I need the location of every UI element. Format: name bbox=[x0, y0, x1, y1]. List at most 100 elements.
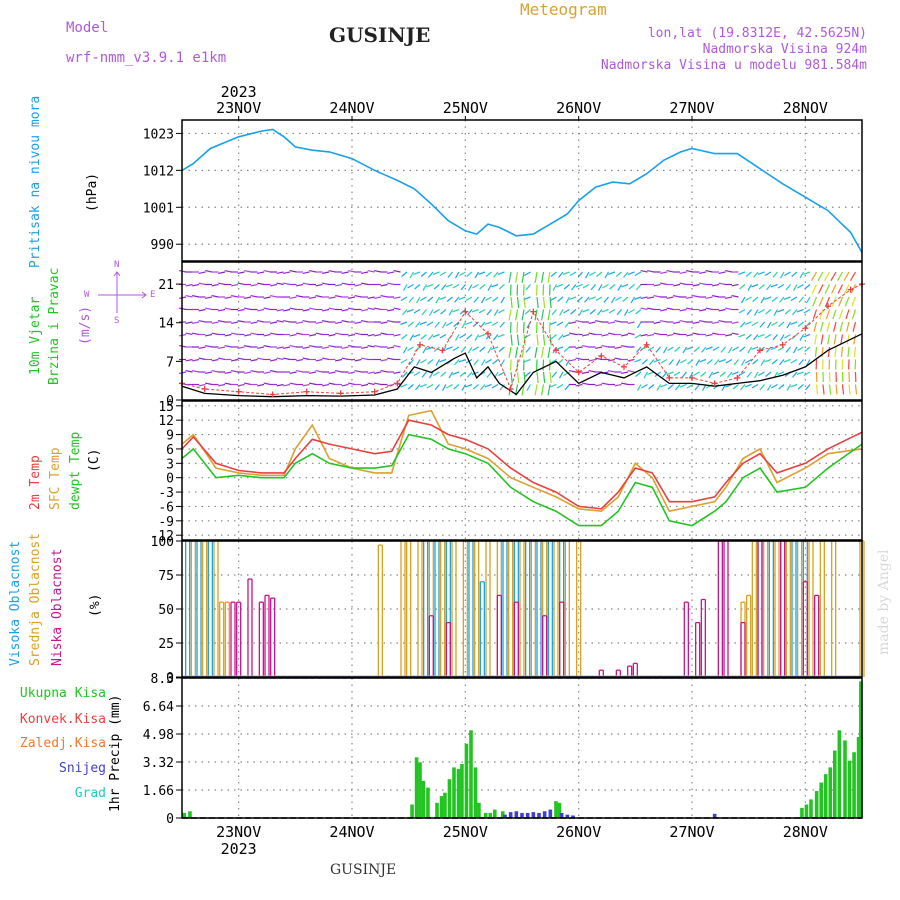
temperature-tick-label: 9 bbox=[166, 429, 174, 444]
legend-ukupna-kisa: Ukupna Kisa bbox=[19, 686, 106, 701]
total-rain-bar bbox=[421, 780, 426, 818]
model-altitude-line: Nadmorska Visina u modelu 981.584m bbox=[600, 58, 867, 73]
total-rain-bar bbox=[847, 760, 852, 818]
total-rain-bar bbox=[837, 730, 842, 818]
total-rain-bar bbox=[414, 757, 419, 818]
precip-tick-label: 8.3 bbox=[151, 672, 174, 687]
mid-cloud-bar bbox=[406, 540, 412, 677]
mid-cloud-bar bbox=[763, 540, 769, 677]
mid-cloud-bar bbox=[774, 540, 780, 677]
wind-gust-marker bbox=[711, 380, 718, 387]
low-cloud-bar bbox=[247, 578, 253, 677]
snow-bar bbox=[514, 811, 519, 818]
total-rain-bar bbox=[554, 801, 558, 818]
precip-tick-label: 4.98 bbox=[143, 728, 174, 743]
high-cloud-bar bbox=[768, 540, 774, 677]
total-rain-bar bbox=[852, 752, 856, 818]
low-cloud-bar bbox=[695, 621, 701, 677]
dewpt-line bbox=[181, 433, 863, 527]
wind-gust-marker bbox=[643, 341, 650, 348]
wind-tick-label: 7 bbox=[166, 355, 174, 370]
low-cloud-bar bbox=[740, 621, 746, 677]
snow-bar bbox=[542, 811, 547, 818]
year-label-top: 2023 bbox=[221, 83, 257, 101]
day-label-bottom: 26NOV bbox=[556, 823, 601, 841]
wind-tick-label: 14 bbox=[158, 317, 174, 332]
pressure-tick-label: 1023 bbox=[143, 127, 174, 142]
total-rain-bar bbox=[182, 812, 187, 818]
low-cloud-bar bbox=[542, 615, 548, 677]
day-label-bottom: 24NOV bbox=[329, 823, 374, 841]
wind-gust-marker bbox=[734, 374, 741, 381]
temperature-tick-label: 12 bbox=[158, 414, 174, 429]
cloud-tick-label: 75 bbox=[158, 569, 174, 584]
wind-gust-marker bbox=[779, 341, 786, 348]
high-cloud-bar bbox=[479, 581, 485, 677]
day-label-bottom: 23NOV bbox=[216, 823, 261, 841]
day-label-top: 28NOV bbox=[783, 99, 828, 117]
compass-s-label: S bbox=[114, 316, 120, 326]
low-cloud-bar bbox=[236, 601, 242, 677]
legend-konvek-kisa: Konvek.Kisa bbox=[19, 712, 106, 727]
wind-gust-marker bbox=[847, 286, 854, 293]
low-cloud-bar bbox=[428, 615, 434, 677]
pressure-tick-label: 1012 bbox=[143, 164, 174, 179]
mid-cloud-bar bbox=[224, 601, 230, 677]
pressure-tick-label: 990 bbox=[151, 238, 174, 253]
total-rain-bar bbox=[804, 804, 809, 818]
temperature-tick-label: 15 bbox=[158, 400, 174, 415]
model-name: wrf-nmm_v3.9.1 e1km bbox=[66, 50, 227, 66]
total-rain-bar bbox=[809, 799, 813, 818]
low-cloud-bar bbox=[258, 601, 264, 677]
wind-gust-marker bbox=[802, 325, 809, 332]
total-rain-bar bbox=[500, 811, 505, 818]
total-rain-bar bbox=[426, 787, 430, 818]
high-cloud-bar bbox=[468, 540, 474, 677]
wind-gust-marker bbox=[666, 374, 673, 381]
snow-bar bbox=[531, 812, 536, 818]
low-cloud-bar bbox=[559, 601, 565, 677]
total-rain-bar bbox=[488, 812, 493, 818]
total-rain-bar bbox=[477, 802, 481, 818]
wind-gust-marker bbox=[337, 390, 344, 397]
low-cloud-bar bbox=[270, 597, 276, 677]
snow-bar bbox=[520, 812, 524, 818]
total-rain-bar bbox=[447, 779, 452, 818]
compass-w-label: W bbox=[84, 290, 90, 300]
total-rain-bar bbox=[493, 809, 497, 818]
total-rain-bar bbox=[443, 792, 447, 818]
low-cloud-bar bbox=[814, 594, 820, 677]
snow-bar bbox=[508, 812, 513, 818]
total-rain-bar bbox=[456, 769, 461, 818]
altitude-line: Nadmorska Visina 924m bbox=[702, 42, 867, 57]
high-cloud-bar bbox=[207, 540, 213, 677]
snow-bar bbox=[537, 812, 541, 818]
high-cloud-bar bbox=[423, 540, 429, 677]
total-rain-bar bbox=[843, 740, 847, 818]
wind-gust-marker bbox=[825, 303, 831, 310]
temperature-tick-label: 3 bbox=[166, 457, 174, 472]
cloud-tick-label: 0 bbox=[166, 671, 174, 686]
mid-cloud-bar bbox=[819, 540, 825, 677]
wind-gust-marker bbox=[394, 380, 401, 387]
low-cloud-bar bbox=[780, 540, 786, 677]
snow-bar bbox=[548, 809, 553, 818]
total-rain-bar bbox=[814, 791, 819, 818]
precip-tick-label: 0 bbox=[166, 812, 174, 827]
total-rain-bar bbox=[483, 812, 488, 818]
wind-gust-marker bbox=[553, 347, 559, 354]
wind-compass: N W E S bbox=[84, 258, 155, 330]
precip-tick-label: 1.66 bbox=[143, 784, 174, 799]
total-rain-bar bbox=[188, 811, 192, 818]
wind-gust-marker bbox=[575, 369, 582, 376]
temperature-tick-label: 6 bbox=[166, 443, 174, 458]
total-rain-bar bbox=[823, 774, 828, 818]
wind-gust-marker bbox=[417, 341, 423, 348]
wind-gust-marker bbox=[439, 347, 446, 354]
day-label-top: 24NOV bbox=[329, 99, 374, 117]
t2m-line bbox=[181, 419, 863, 510]
high-cloud-bar bbox=[185, 540, 191, 677]
wind-tick-label: 0 bbox=[166, 394, 174, 409]
model-label: Model bbox=[66, 20, 109, 36]
